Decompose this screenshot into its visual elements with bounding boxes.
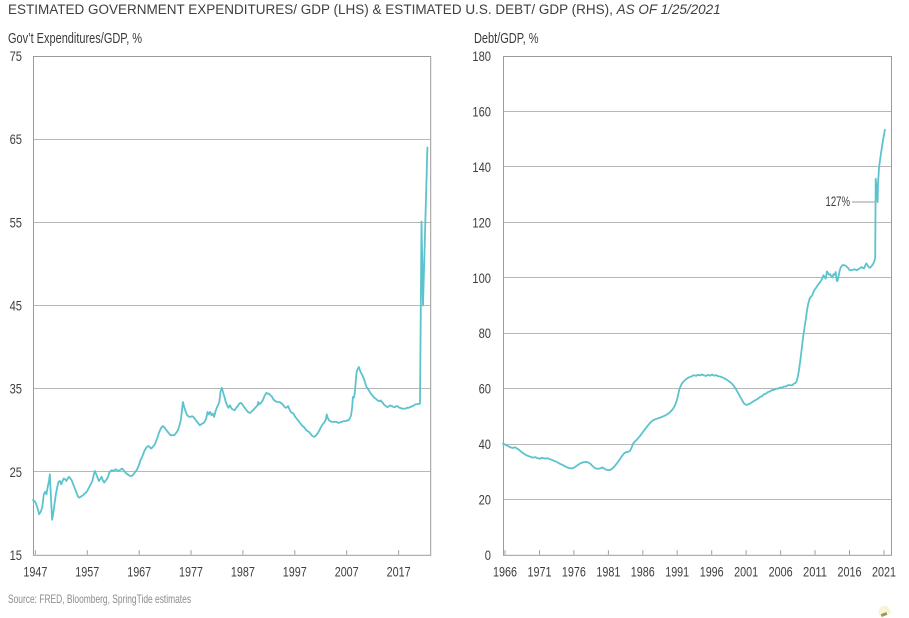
svg-text:2007: 2007	[335, 565, 359, 580]
svg-text:35: 35	[10, 382, 23, 397]
svg-text:1966: 1966	[493, 565, 517, 580]
svg-text:2006: 2006	[769, 565, 793, 580]
svg-text:2021: 2021	[872, 565, 896, 580]
svg-text:2011: 2011	[803, 565, 827, 580]
svg-text:1947: 1947	[23, 565, 47, 580]
svg-text:65: 65	[10, 132, 23, 147]
svg-text:1967: 1967	[127, 565, 151, 580]
svg-text:1957: 1957	[75, 565, 99, 580]
svg-text:40: 40	[479, 437, 492, 452]
svg-text:1976: 1976	[562, 565, 586, 580]
svg-text:1997: 1997	[283, 565, 307, 580]
svg-text:180: 180	[472, 49, 491, 64]
svg-text:2016: 2016	[838, 565, 862, 580]
svg-text:1987: 1987	[231, 565, 255, 580]
svg-text:1981: 1981	[596, 565, 620, 580]
svg-text:127%: 127%	[826, 194, 851, 209]
svg-text:1977: 1977	[179, 565, 203, 580]
svg-text:120: 120	[472, 215, 491, 230]
svg-text:45: 45	[10, 299, 23, 314]
svg-text:75: 75	[10, 49, 23, 64]
svg-text:60: 60	[479, 382, 492, 397]
svg-text:25: 25	[10, 465, 23, 480]
svg-text:160: 160	[472, 105, 491, 120]
svg-text:2001: 2001	[734, 565, 758, 580]
svg-text:1991: 1991	[665, 565, 689, 580]
svg-text:1996: 1996	[700, 565, 724, 580]
svg-text:20: 20	[479, 493, 492, 508]
svg-text:2017: 2017	[387, 565, 411, 580]
svg-text:0: 0	[485, 548, 491, 563]
svg-text:1986: 1986	[631, 565, 655, 580]
svg-text:100: 100	[472, 271, 491, 286]
svg-text:55: 55	[10, 215, 23, 230]
svg-text:15: 15	[10, 548, 23, 563]
svg-text:1971: 1971	[528, 565, 552, 580]
svg-text:80: 80	[479, 326, 492, 341]
svg-text:140: 140	[472, 160, 491, 175]
